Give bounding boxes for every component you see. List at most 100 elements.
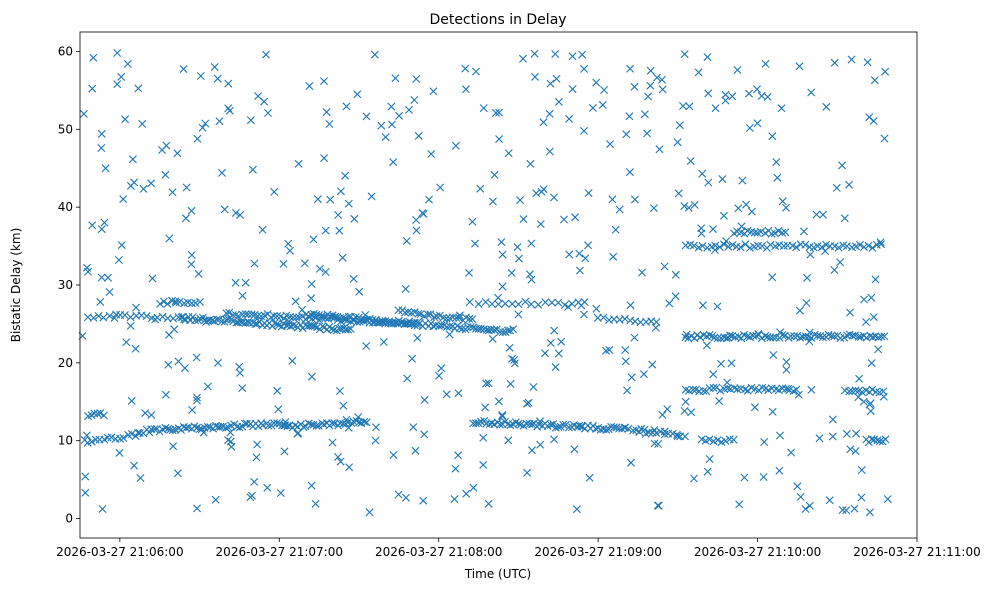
data-point [828,415,837,424]
data-point [635,428,644,436]
data-point [830,266,839,274]
data-point [327,324,336,333]
data-point [679,102,687,110]
data-point [860,295,868,304]
data-point [158,146,166,154]
data-point [231,311,240,319]
data-point [819,210,827,219]
data-point [173,149,182,158]
data-point [845,387,854,396]
data-point [468,315,477,324]
data-point [105,288,114,296]
data-point [342,415,351,424]
data-point [344,325,353,334]
data-point [639,370,648,379]
data-point [97,144,106,152]
data-point [658,75,666,84]
data-point [280,447,289,456]
data-point [584,241,593,250]
data-point [630,195,639,204]
data-point [247,491,256,500]
data-point [592,78,601,87]
data-point [864,241,873,250]
x-tick-label: 2026-03-27 21:08:00 [375,545,502,559]
data-point [468,217,477,226]
data-point [772,385,781,393]
data-point [168,188,177,197]
data-point [161,170,170,179]
data-point [554,298,563,307]
data-point [307,481,316,490]
data-point [202,318,210,326]
data-point [346,324,355,333]
data-point [625,112,634,121]
data-point [307,420,316,429]
data-point [151,315,160,324]
data-point [164,424,173,433]
data-point [720,385,729,393]
data-point [862,318,870,326]
data-point [674,189,683,198]
data-point [570,445,579,454]
data-point [328,419,337,428]
data-point [713,302,722,311]
data-point [334,211,343,219]
data-point [756,227,765,236]
data-point [640,110,649,119]
data-point [501,328,510,336]
data-point [711,104,720,113]
data-point [471,239,479,248]
data-point [96,297,105,306]
data-point [461,64,470,73]
data-point [554,97,563,106]
data-point [336,187,345,196]
data-point [873,436,882,445]
data-point [624,424,633,433]
data-point [367,192,376,201]
data-point [854,393,863,402]
data-point [412,226,421,235]
data-point [423,310,432,319]
data-point [514,300,523,309]
data-point [867,359,876,368]
data-point [412,216,421,224]
data-point [580,126,588,135]
data-point [89,313,98,322]
data-point [568,299,576,308]
data-point [187,206,196,215]
y-tick-label: 50 [58,122,73,136]
data-point [264,109,272,117]
data-point [838,161,847,170]
data-point [721,90,730,99]
data-point [733,66,742,74]
data-point [481,403,490,412]
data-point [187,260,196,269]
data-point [766,240,775,249]
data-point [284,317,293,326]
data-point [685,102,694,111]
data-point [565,114,574,123]
data-point [719,211,728,220]
data-point [606,140,615,149]
data-point [761,331,770,340]
data-point [465,298,474,306]
data-point [758,242,766,250]
data-point [795,62,804,71]
data-point [505,343,514,352]
data-point [496,420,504,429]
data-point [96,409,105,418]
data-point [490,325,499,334]
data-point [220,205,229,214]
data-point [686,157,695,165]
data-point [193,393,201,402]
data-point [371,436,380,445]
data-point [181,214,190,223]
data-point [88,221,97,230]
data-point [413,318,422,327]
data-point [506,379,515,388]
data-point [481,298,490,306]
data-point [360,417,369,426]
data-point [291,297,300,306]
data-point [210,63,219,71]
data-point [276,489,285,497]
